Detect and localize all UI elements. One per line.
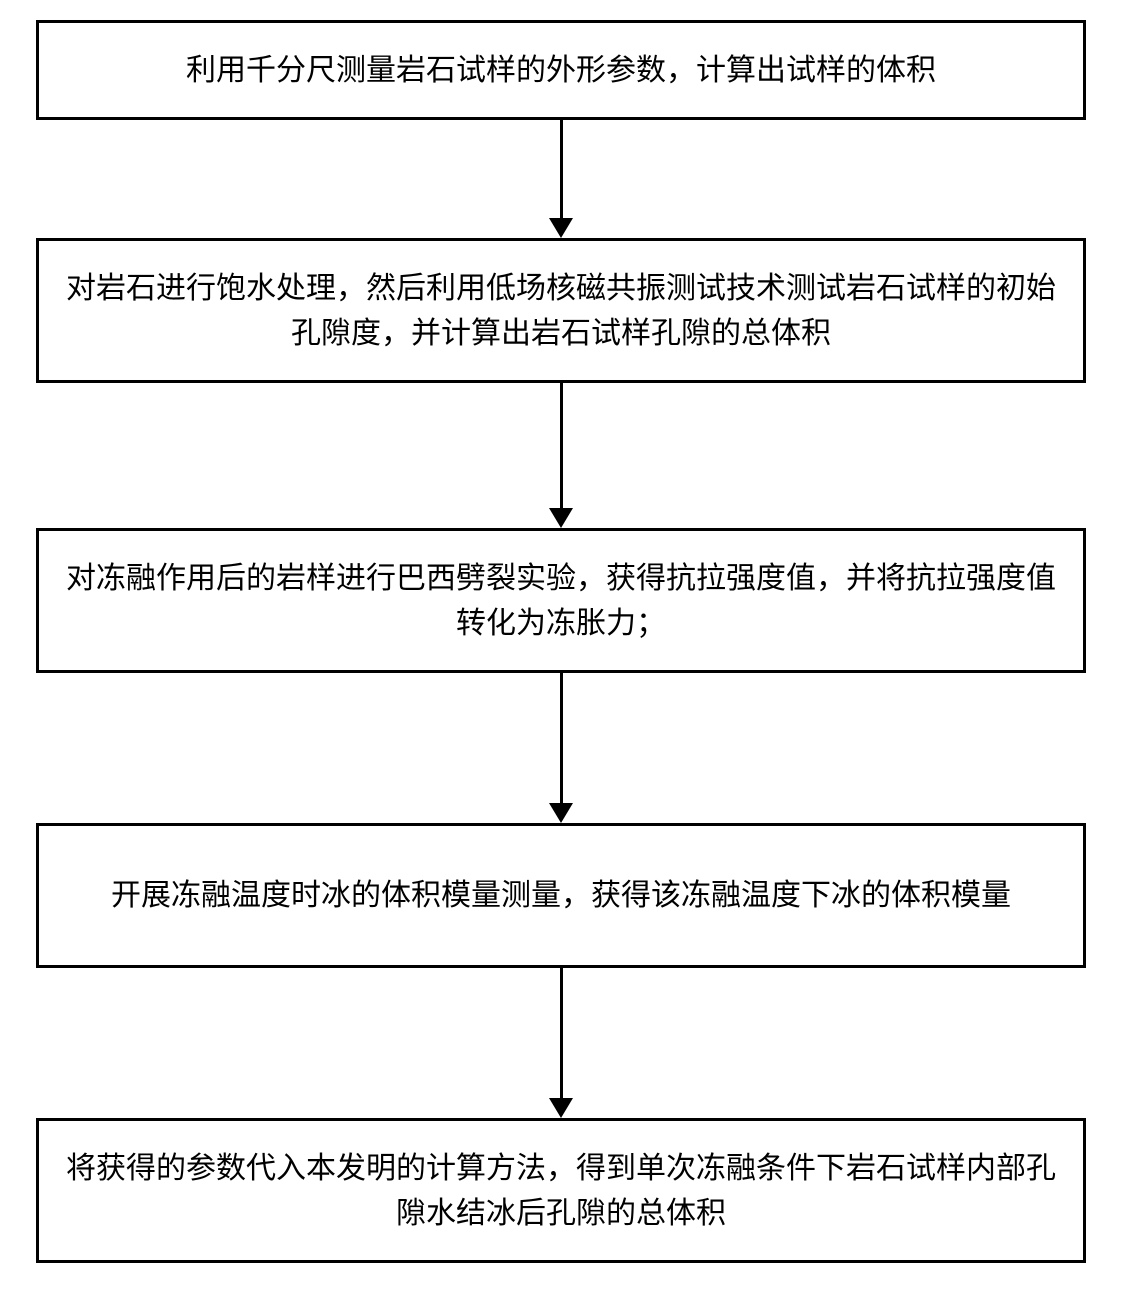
step-5-text: 将获得的参数代入本发明的计算方法，得到单次冻融条件下岩石试样内部孔隙水结冰后孔隙… <box>63 1146 1059 1236</box>
arrow-4 <box>549 968 573 1118</box>
flowchart-step-1: 利用千分尺测量岩石试样的外形参数，计算出试样的体积 <box>36 20 1086 120</box>
arrow-head-icon <box>549 508 573 528</box>
arrow-3 <box>549 673 573 823</box>
flowchart-container: 利用千分尺测量岩石试样的外形参数，计算出试样的体积 对岩石进行饱水处理，然后利用… <box>0 20 1122 1263</box>
step-4-text: 开展冻融温度时冰的体积模量测量，获得该冻融温度下冰的体积模量 <box>111 873 1011 918</box>
arrow-1 <box>549 120 573 238</box>
arrow-head-icon <box>549 218 573 238</box>
arrow-head-icon <box>549 803 573 823</box>
arrow-line <box>560 120 563 218</box>
arrow-2 <box>549 383 573 528</box>
arrow-head-icon <box>549 1098 573 1118</box>
step-2-text: 对岩石进行饱水处理，然后利用低场核磁共振测试技术测试岩石试样的初始孔隙度，并计算… <box>63 266 1059 356</box>
step-1-text: 利用千分尺测量岩石试样的外形参数，计算出试样的体积 <box>186 48 936 93</box>
step-3-text: 对冻融作用后的岩样进行巴西劈裂实验，获得抗拉强度值，并将抗拉强度值转化为冻胀力； <box>63 556 1059 646</box>
arrow-line <box>560 383 563 508</box>
flowchart-step-2: 对岩石进行饱水处理，然后利用低场核磁共振测试技术测试岩石试样的初始孔隙度，并计算… <box>36 238 1086 383</box>
flowchart-step-3: 对冻融作用后的岩样进行巴西劈裂实验，获得抗拉强度值，并将抗拉强度值转化为冻胀力； <box>36 528 1086 673</box>
arrow-line <box>560 673 563 803</box>
flowchart-step-5: 将获得的参数代入本发明的计算方法，得到单次冻融条件下岩石试样内部孔隙水结冰后孔隙… <box>36 1118 1086 1263</box>
flowchart-step-4: 开展冻融温度时冰的体积模量测量，获得该冻融温度下冰的体积模量 <box>36 823 1086 968</box>
arrow-line <box>560 968 563 1098</box>
